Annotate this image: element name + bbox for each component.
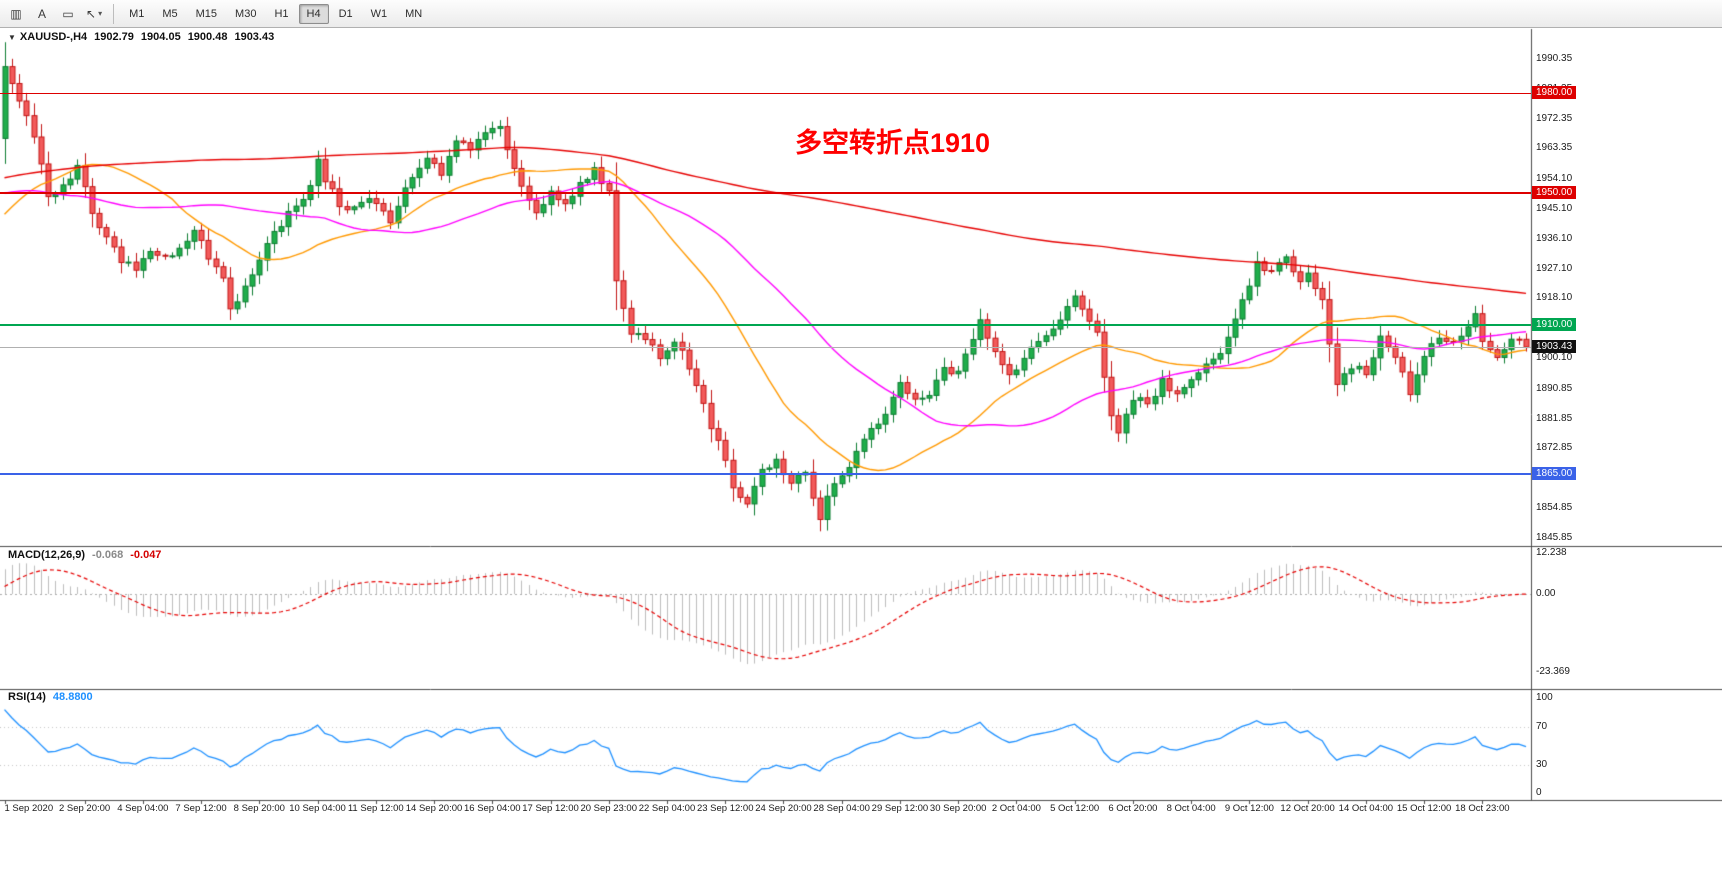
time-axis-label: 2 Oct 04:00 xyxy=(991,803,1041,814)
rsi-indicator-header: RSI(14) 48.8800 xyxy=(8,691,93,703)
time-axis-label: 22 Sep 04:00 xyxy=(638,803,696,814)
time-axis-label: 9 Oct 12:00 xyxy=(1224,803,1274,814)
cursor-tool-button-icon: ↖ xyxy=(86,6,97,21)
timeframe-button-w1[interactable]: W1 xyxy=(370,7,388,20)
time-axis-label: 5 Oct 12:00 xyxy=(1050,803,1100,814)
annotation-text-1910[interactable]: 多空转折点1910 xyxy=(795,128,991,158)
price-scale-label: 1900.10 xyxy=(1536,352,1573,364)
time-axis-label: 16 Sep 04:00 xyxy=(463,803,521,814)
macd-main-value: -0.068 xyxy=(92,549,124,561)
macd-name-label: MACD(12,26,9) xyxy=(8,549,86,561)
time-axis-label: 11 Sep 12:00 xyxy=(347,803,404,814)
high-value: 1904.05 xyxy=(140,31,181,43)
chart-bars-tool-button-icon: ▥ xyxy=(10,6,22,21)
rsi-scale-label: 30 xyxy=(1536,758,1548,770)
timeframe-button-h4[interactable]: H4 xyxy=(298,3,329,24)
macd-scale-label: 0.00 xyxy=(1536,588,1556,599)
time-axis-label: 10 Sep 04:00 xyxy=(289,803,346,814)
time-axis-label: 7 Sep 12:00 xyxy=(175,803,227,814)
price-scale-label: 1854.85 xyxy=(1536,502,1573,514)
price-scale-label: 1890.85 xyxy=(1536,382,1573,394)
time-axis-label: 17 Sep 12:00 xyxy=(522,803,579,814)
time-axis-label: 30 Sep 20:00 xyxy=(929,803,987,814)
rsi-scale-label: 0 xyxy=(1536,787,1542,798)
pivot-1910-line[interactable] xyxy=(0,324,1531,327)
macd-scale-label: -23.369 xyxy=(1536,666,1570,678)
time-axis-label: 24 Sep 20:00 xyxy=(755,803,812,814)
chart-ohlc-header: ▼ XAUUSD-,H4 1902.79 1904.05 1900.48 1903.43 xyxy=(8,31,274,43)
time-axis[interactable]: 1 Sep 2020 2 Sep 20:00 4 Sep 04:00 7 Sep 12… xyxy=(0,802,1722,818)
text-label-tool-button[interactable]: A xyxy=(30,3,54,25)
timeframe-buttons-group: M1 M5 M15 M30 H1 H4 D1 W1 MN xyxy=(121,3,430,24)
time-axis-label: 8 Sep 20:00 xyxy=(233,803,285,814)
support-1865-line[interactable] xyxy=(0,473,1531,476)
drawing-tools-group: ▥ A ▭ ↖ ▾ xyxy=(4,3,106,25)
resistance-1950-price-tag: 1950.00 xyxy=(1532,185,1577,199)
timeframe-button-m1[interactable]: M1 xyxy=(129,7,145,20)
price-scale-label: 1872.85 xyxy=(1536,442,1573,454)
text-label-tool-button-icon: A xyxy=(37,6,46,21)
objects-list-tool-button[interactable]: ▭ xyxy=(56,3,80,25)
support-1865-price-tag: 1865.00 xyxy=(1532,467,1577,481)
price-scale-label: 1881.85 xyxy=(1536,412,1573,424)
rsi-scale-label: 70 xyxy=(1536,720,1548,732)
time-axis-label: 29 Sep 12:00 xyxy=(871,803,929,814)
time-axis-label: 2 Sep 20:00 xyxy=(58,803,111,814)
low-value: 1900.48 xyxy=(187,31,228,43)
chart-bars-tool-button[interactable]: ▥ xyxy=(4,3,28,25)
macd-indicator-header: MACD(12,26,9) -0.068 -0.047 xyxy=(8,549,161,561)
time-axis-label: 6 Oct 20:00 xyxy=(1108,803,1158,814)
resistance-1980-line[interactable] xyxy=(0,92,1531,94)
price-scale-label: 1963.35 xyxy=(1536,142,1573,154)
cursor-tool-button[interactable]: ↖ ▾ xyxy=(82,3,106,25)
price-scale-label: 1972.35 xyxy=(1536,112,1573,124)
symbol-timeframe-label: XAUUSD-,H4 xyxy=(19,31,88,43)
top-toolbar: ▥ A ▭ ↖ ▾ M1 M5 M15 M30 H1 H4 D1 W1 MN xyxy=(0,0,1722,28)
dropdown-caret-icon: ▾ xyxy=(98,9,103,18)
macd-scale-label: 12.238 xyxy=(1536,547,1567,558)
price-scale-label: 1936.10 xyxy=(1536,232,1573,244)
timeframe-button-m15[interactable]: M15 xyxy=(195,7,218,20)
time-axis-label: 1 Sep 2020 xyxy=(4,803,54,814)
current-price-line xyxy=(0,346,1531,348)
objects-list-tool-button-icon: ▭ xyxy=(62,6,74,21)
time-axis-label: 23 Sep 12:00 xyxy=(696,803,754,814)
rsi-value: 48.8800 xyxy=(52,691,93,703)
time-axis-label: 14 Sep 20:00 xyxy=(405,803,463,814)
toolbar-separator xyxy=(113,3,115,24)
close-value: 1903.43 xyxy=(234,31,275,43)
rsi-scale-label: 100 xyxy=(1536,692,1553,703)
time-axis-label: 12 Oct 20:00 xyxy=(1280,803,1335,814)
resistance-1980-price-tag: 1980.00 xyxy=(1532,86,1577,100)
time-axis-label: 28 Sep 04:00 xyxy=(813,803,870,814)
pivot-1910-price-tag: 1910.00 xyxy=(1532,318,1577,332)
open-value: 1902.79 xyxy=(94,31,134,43)
timeframe-button-d1[interactable]: D1 xyxy=(338,7,353,20)
timeframe-button-h1[interactable]: H1 xyxy=(274,7,289,20)
timeframe-button-m5[interactable]: M5 xyxy=(162,7,178,20)
rsi-name-label: RSI(14) xyxy=(8,691,46,703)
price-scale-label: 1990.35 xyxy=(1536,53,1573,64)
timeframe-button-m30[interactable]: M30 xyxy=(235,7,257,20)
time-axis-label: 8 Oct 04:00 xyxy=(1166,803,1216,814)
time-axis-label: 4 Sep 04:00 xyxy=(117,803,169,814)
symbol-collapse-icon[interactable]: ▼ xyxy=(8,33,16,42)
current-price-tag: 1903.43 xyxy=(1532,340,1577,354)
price-scale-label: 1927.10 xyxy=(1536,262,1573,274)
time-axis-label: 14 Oct 04:00 xyxy=(1338,803,1394,814)
time-axis-label: 18 Oct 23:00 xyxy=(1455,803,1510,814)
price-scale-label: 1945.10 xyxy=(1536,202,1573,214)
resistance-1950-line[interactable] xyxy=(0,191,1531,194)
price-scale[interactable]: 1990.351981.351972.351963.351954.101945.… xyxy=(1532,0,1604,896)
macd-signal-value: -0.047 xyxy=(130,549,162,561)
timeframe-button-mn[interactable]: MN xyxy=(405,7,423,20)
price-scale-label: 1845.85 xyxy=(1536,531,1573,543)
time-axis-label: 20 Sep 23:00 xyxy=(580,803,637,814)
price-scale-label: 1918.10 xyxy=(1536,292,1573,304)
time-axis-label: 15 Oct 12:00 xyxy=(1396,803,1452,814)
price-scale-label: 1954.10 xyxy=(1536,173,1573,185)
